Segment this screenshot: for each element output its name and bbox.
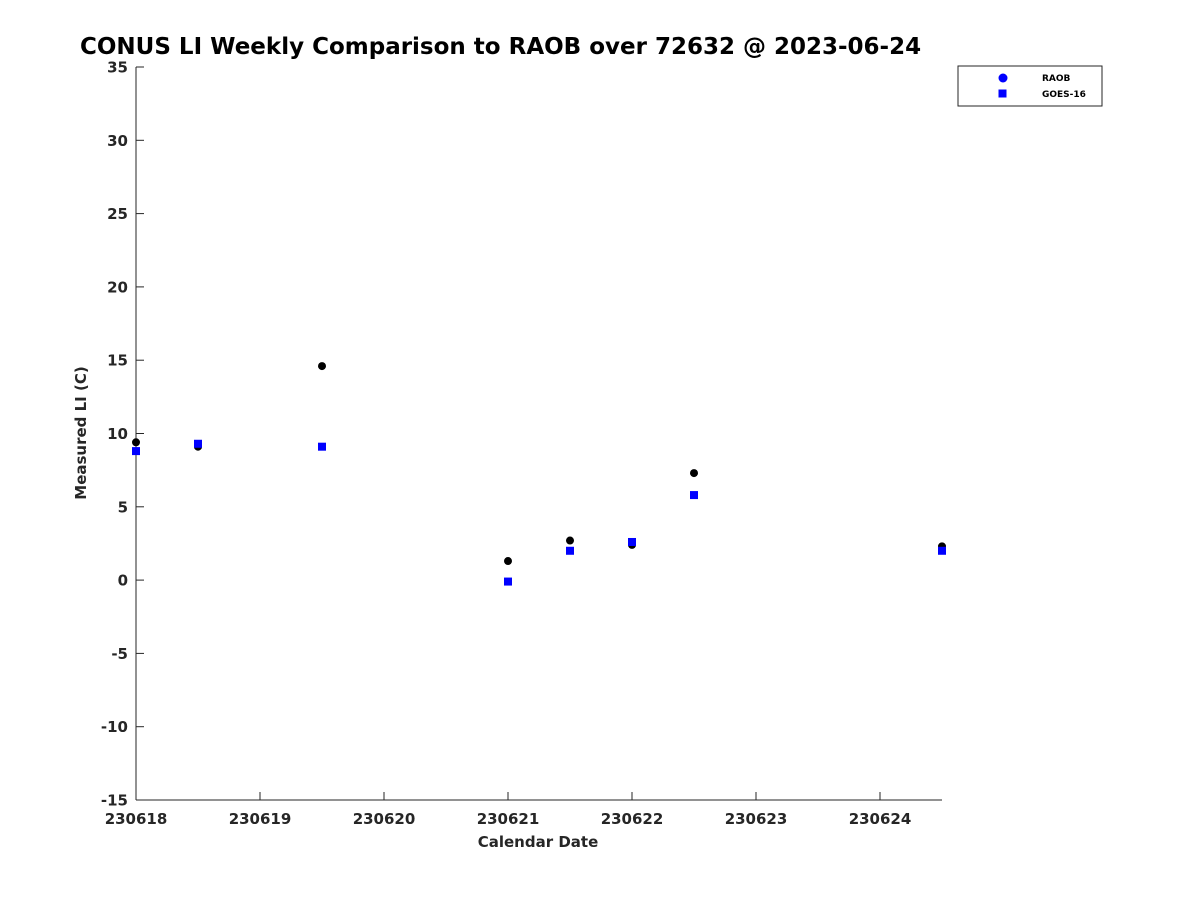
y-tick-label: -15 [101,792,128,810]
point-raob [690,469,698,478]
x-tick-label: 230621 [477,810,540,828]
y-tick-label: 35 [107,59,128,77]
y-tick-label: 15 [107,352,128,370]
legend-box [957,65,1103,107]
y-tick-label: 0 [118,572,128,590]
legend: RAOB GOES-16 [957,65,1103,107]
chart-title: CONUS LI Weekly Comparison to RAOB over … [80,34,921,60]
y-axis-label: Measured LI (C) [72,366,90,499]
y-tick-label: 25 [107,205,128,223]
x-tick-label: 230623 [725,810,788,828]
point-raob [132,438,140,447]
point-raob [566,536,574,545]
legend-goes16-label: GOES-16 [1042,90,1086,100]
point-goes16 [504,577,512,586]
legend-raob-label: RAOB [1042,74,1071,84]
point-goes16 [318,442,326,451]
point-raob [504,557,512,566]
x-tick-label: 230619 [229,810,292,828]
point-goes16 [566,546,574,555]
data-points [132,362,946,586]
point-goes16 [132,447,140,456]
point-goes16 [690,491,698,500]
y-tick-label: 5 [118,498,128,516]
y-tick-label: -5 [111,645,128,663]
y-tick-label: 20 [107,278,128,296]
point-goes16 [938,546,946,555]
x-tick-label: 230624 [849,810,912,828]
point-goes16 [194,439,202,448]
x-tick-label: 230622 [601,810,664,828]
x-tick-label: 230620 [353,810,416,828]
legend-goes16-marker [998,89,1007,98]
y-tick-label: 10 [107,425,128,443]
point-goes16 [628,537,636,546]
x-ticks: 230618 230619 230620 230621 230622 230623 2306… [105,792,912,828]
y-ticks: -15 -10 -5 0 5 10 15 20 25 30 35 [101,59,144,810]
x-axis-label: Calendar Date [478,833,599,851]
point-raob [318,362,326,371]
x-tick-label: 230618 [105,810,168,828]
legend-raob-marker [998,73,1008,83]
y-tick-label: -10 [101,718,128,736]
y-tick-label: 30 [107,132,128,150]
